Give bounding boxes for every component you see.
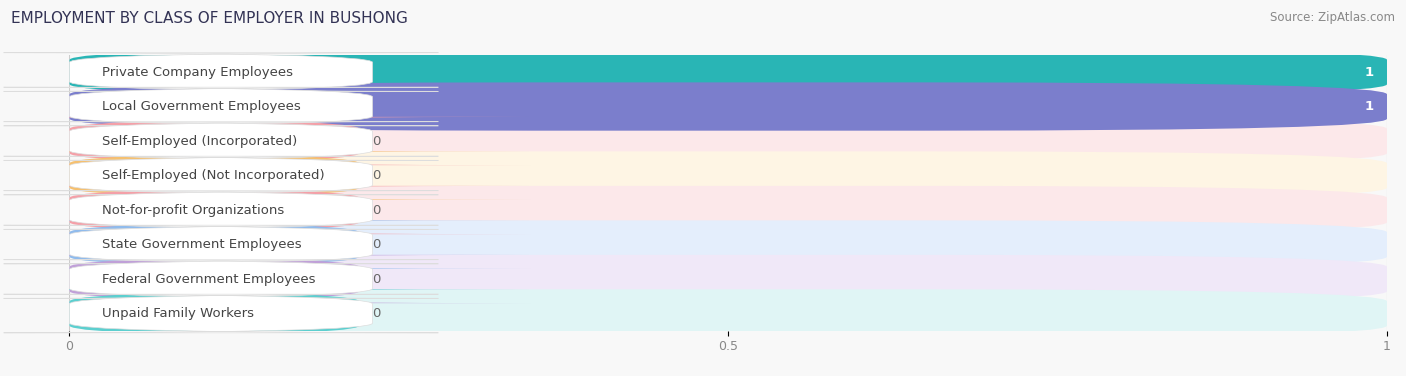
FancyBboxPatch shape [4, 294, 439, 333]
FancyBboxPatch shape [0, 186, 530, 234]
Text: 0: 0 [373, 169, 381, 182]
FancyBboxPatch shape [0, 290, 530, 338]
Text: Self-Employed (Not Incorporated): Self-Employed (Not Incorporated) [103, 169, 325, 182]
Text: 1: 1 [1365, 100, 1374, 113]
FancyBboxPatch shape [69, 220, 1388, 269]
Text: 0: 0 [373, 135, 381, 147]
FancyBboxPatch shape [4, 156, 439, 195]
FancyBboxPatch shape [69, 186, 1388, 234]
Text: Source: ZipAtlas.com: Source: ZipAtlas.com [1270, 11, 1395, 24]
FancyBboxPatch shape [69, 82, 1388, 131]
Text: 0: 0 [373, 273, 381, 285]
FancyBboxPatch shape [69, 290, 1388, 338]
Text: 1: 1 [1365, 65, 1374, 79]
Text: Self-Employed (Incorporated): Self-Employed (Incorporated) [103, 135, 298, 147]
Text: 0: 0 [373, 238, 381, 251]
Text: EMPLOYMENT BY CLASS OF EMPLOYER IN BUSHONG: EMPLOYMENT BY CLASS OF EMPLOYER IN BUSHO… [11, 11, 408, 26]
FancyBboxPatch shape [69, 117, 1388, 165]
FancyBboxPatch shape [4, 191, 439, 229]
FancyBboxPatch shape [0, 117, 530, 165]
Text: 0: 0 [373, 203, 381, 217]
FancyBboxPatch shape [0, 220, 530, 269]
FancyBboxPatch shape [69, 152, 1388, 200]
Text: 0: 0 [373, 307, 381, 320]
FancyBboxPatch shape [0, 255, 530, 303]
FancyBboxPatch shape [4, 53, 439, 91]
FancyBboxPatch shape [4, 260, 439, 298]
FancyBboxPatch shape [69, 255, 1388, 303]
Text: Local Government Employees: Local Government Employees [103, 100, 301, 113]
FancyBboxPatch shape [4, 87, 439, 126]
FancyBboxPatch shape [4, 122, 439, 160]
FancyBboxPatch shape [4, 225, 439, 264]
FancyBboxPatch shape [69, 82, 1388, 131]
Text: Unpaid Family Workers: Unpaid Family Workers [103, 307, 254, 320]
Text: Not-for-profit Organizations: Not-for-profit Organizations [103, 203, 284, 217]
Text: Private Company Employees: Private Company Employees [103, 65, 294, 79]
FancyBboxPatch shape [69, 48, 1388, 96]
FancyBboxPatch shape [0, 152, 530, 200]
FancyBboxPatch shape [69, 48, 1388, 96]
Text: State Government Employees: State Government Employees [103, 238, 302, 251]
Text: Federal Government Employees: Federal Government Employees [103, 273, 316, 285]
